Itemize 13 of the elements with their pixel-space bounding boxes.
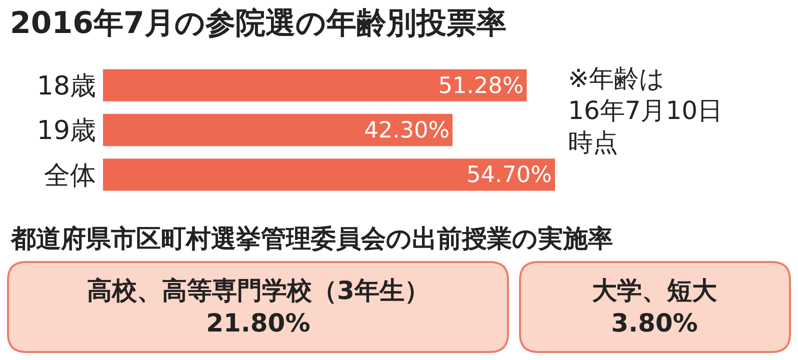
text: 16年7月10日 bbox=[568, 96, 723, 125]
text: 時点 bbox=[568, 128, 618, 157]
data-label: 54.70% bbox=[466, 162, 552, 188]
y-tick-label: 19歳 bbox=[36, 116, 96, 146]
data-label: 42.30% bbox=[364, 117, 450, 144]
text: 大学、短大 3.80% bbox=[592, 276, 718, 338]
y-tick-label: 18歳 bbox=[36, 71, 96, 102]
y-tick-label: 全体 bbox=[44, 160, 96, 191]
text: 都道府県市区町村選挙管理委員会の出前授業の実施率 bbox=[10, 224, 613, 253]
text: ※年齢は bbox=[568, 64, 665, 93]
chart-title: 2016年7月の参院選の年齢別投票率 bbox=[10, 6, 506, 41]
data-label: 51.28% bbox=[438, 72, 524, 99]
text: 高校、高等専門学校（3年生） 21.80% bbox=[87, 276, 430, 338]
